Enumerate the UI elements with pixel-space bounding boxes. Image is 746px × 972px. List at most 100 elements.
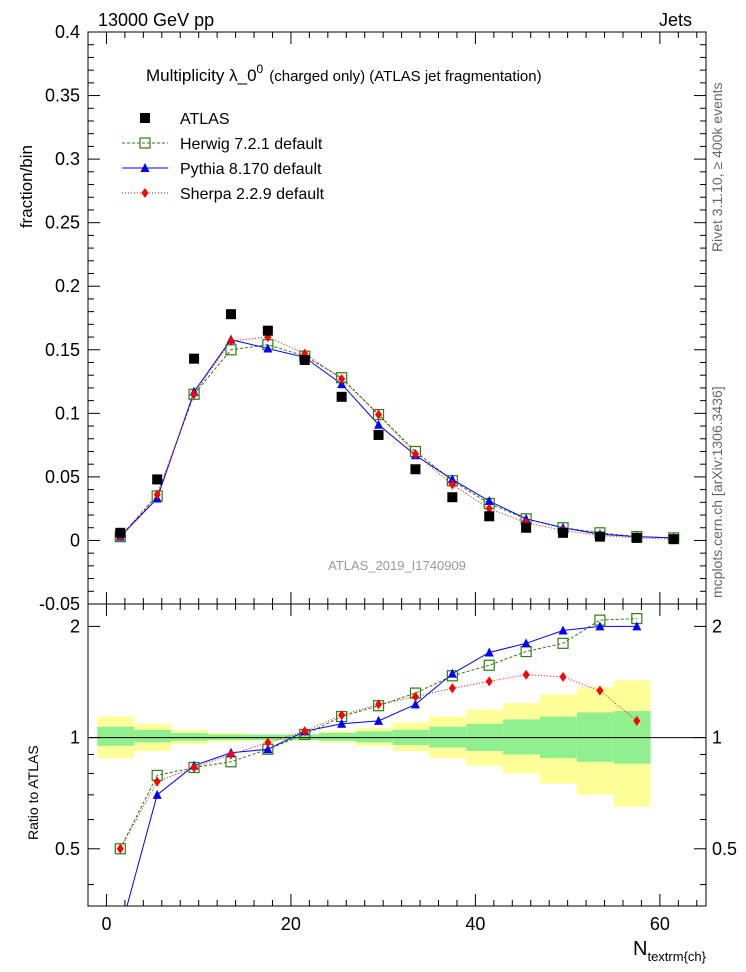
sherpa-ratio-point	[596, 685, 604, 696]
sherpa-ratio-point	[411, 691, 419, 702]
uncertainty-band-inner	[503, 719, 540, 755]
sherpa-ratio-point	[153, 776, 161, 787]
pythia-line	[119, 339, 674, 539]
pythia-point	[484, 496, 494, 506]
atlas-point	[558, 527, 569, 538]
pythia-ratio-point	[558, 625, 568, 635]
sherpa-ratio-point	[485, 676, 493, 687]
atlas-point	[225, 309, 236, 320]
pythia-ratio-point	[374, 715, 384, 725]
herwig-line	[119, 344, 674, 539]
watermark-analysis-id: ATLAS_2019_I1740909	[328, 558, 466, 573]
ratio-y-tick-label: 1	[70, 728, 80, 748]
legend-marker	[140, 163, 150, 172]
uncertainty-band-inner	[134, 729, 172, 743]
ratio-y-tick-label: 0.5	[55, 839, 80, 859]
sherpa-point	[190, 389, 198, 400]
plot-title-rest: (charged only) (ATLAS jet fragmentation)	[269, 68, 541, 85]
side-text-top: Rivet 3.1.10, ≥ 400k events	[709, 82, 725, 252]
sherpa-ratio-point	[264, 737, 272, 748]
legend-marker	[141, 188, 149, 198]
atlas-point	[189, 353, 200, 364]
sherpa-point	[153, 489, 161, 500]
legend-marker	[140, 113, 150, 123]
legend-label: Herwig 7.2.1 default	[180, 136, 323, 153]
y-tick-label: 0.3	[55, 149, 80, 169]
atlas-point	[373, 429, 384, 440]
atlas-point	[262, 325, 273, 336]
sherpa-point	[448, 479, 456, 490]
atlas-point	[299, 354, 310, 365]
x-tick-label: 0	[101, 914, 111, 934]
uncertainty-band-inner	[97, 726, 135, 746]
sherpa-ratio-point	[559, 671, 567, 682]
sherpa-point	[338, 374, 346, 385]
pythia-point	[447, 474, 457, 484]
atlas-point	[631, 532, 642, 543]
sherpa-ratio-point	[375, 699, 383, 710]
plot-title-main: Multiplicity λ_0	[146, 66, 257, 85]
herwig-ratio-point	[483, 659, 495, 671]
sherpa-point	[375, 409, 383, 420]
sherpa-ratio-point	[633, 715, 641, 726]
x-axis-label: Ntextrm{ch}	[633, 938, 707, 964]
herwig-ratio-point	[557, 637, 569, 649]
legend-label: Sherpa 2.2.9 default	[180, 186, 325, 203]
x-tick-label: 60	[650, 914, 670, 934]
pythia-ratio-point	[632, 621, 642, 631]
pythia-point	[374, 419, 384, 429]
uncertainty-band-inner	[318, 732, 356, 741]
ratio-y-axis-label: Ratio to ATLAS	[25, 745, 41, 840]
y-tick-label: 0.1	[55, 403, 80, 423]
y-tick-label: 0.25	[45, 213, 80, 233]
pythia-ratio-point	[116, 926, 125, 935]
x-tick-label: 20	[281, 914, 301, 934]
sherpa-ratio-line	[119, 674, 638, 850]
sherpa-point	[227, 335, 235, 346]
uncertainty-band-inner	[171, 732, 208, 741]
pythia-ratio-point	[484, 647, 494, 657]
herwig-ratio-point	[520, 645, 532, 658]
pythia-ratio-point	[337, 718, 347, 728]
main-plot-panel: -0.05 0 0.05 0.1 0.15 0.2 0.25 0.3 0.35 0.4	[39, 22, 707, 614]
sherpa-ratio-point	[190, 762, 198, 773]
ratio-content	[88, 612, 706, 935]
x-tick-label: 40	[465, 914, 485, 934]
legend-marker	[139, 137, 151, 149]
sherpa-line	[119, 336, 674, 540]
sherpa-point	[411, 449, 419, 460]
uncertainty-band-inner	[355, 731, 393, 743]
pythia-ratio-point	[595, 621, 605, 631]
sherpa-ratio-point	[448, 683, 456, 694]
sherpa-ratio-point	[301, 726, 309, 737]
atlas-point	[594, 531, 605, 542]
y-tick-label: 0.05	[45, 467, 80, 487]
pythia-ratio-point	[152, 789, 162, 799]
sherpa-ratio-point	[338, 710, 346, 721]
sherpa-point	[485, 503, 493, 514]
sherpa-ratio-point	[116, 843, 124, 854]
sherpa-ratio-point	[227, 749, 235, 760]
y-tick-label: 0.15	[45, 340, 80, 360]
atlas-point	[484, 511, 495, 522]
atlas-point	[336, 391, 347, 402]
pythia-ratio-point	[447, 668, 457, 678]
pythia-ratio-point	[521, 638, 531, 648]
y-tick-label: 0.4	[55, 22, 80, 42]
pythia-point	[263, 343, 273, 353]
side-text-bottom: mcplots.cern.ch [arXiv:1306.3436]	[709, 386, 725, 598]
ratio-y-tick-label: 2	[70, 616, 80, 636]
ratio-y-tick-label-right: 1	[712, 728, 722, 748]
y-axis-label: fraction/bin	[17, 145, 36, 228]
atlas-point	[521, 522, 532, 533]
y-tick-label: 0.2	[55, 276, 80, 296]
ratio-plot-panel: 0.5 0.51 12 20 20 40 60	[55, 603, 737, 935]
ratio-y-tick-label-right: 0.5	[712, 839, 737, 859]
ratio-y-tick-label-right: 2	[712, 616, 722, 636]
y-tick-label: 0	[70, 530, 80, 550]
legend-label: Pythia 8.170 default	[180, 161, 322, 178]
atlas-point	[668, 534, 679, 545]
legend-label: ATLAS	[180, 111, 230, 128]
atlas-point	[410, 464, 421, 475]
